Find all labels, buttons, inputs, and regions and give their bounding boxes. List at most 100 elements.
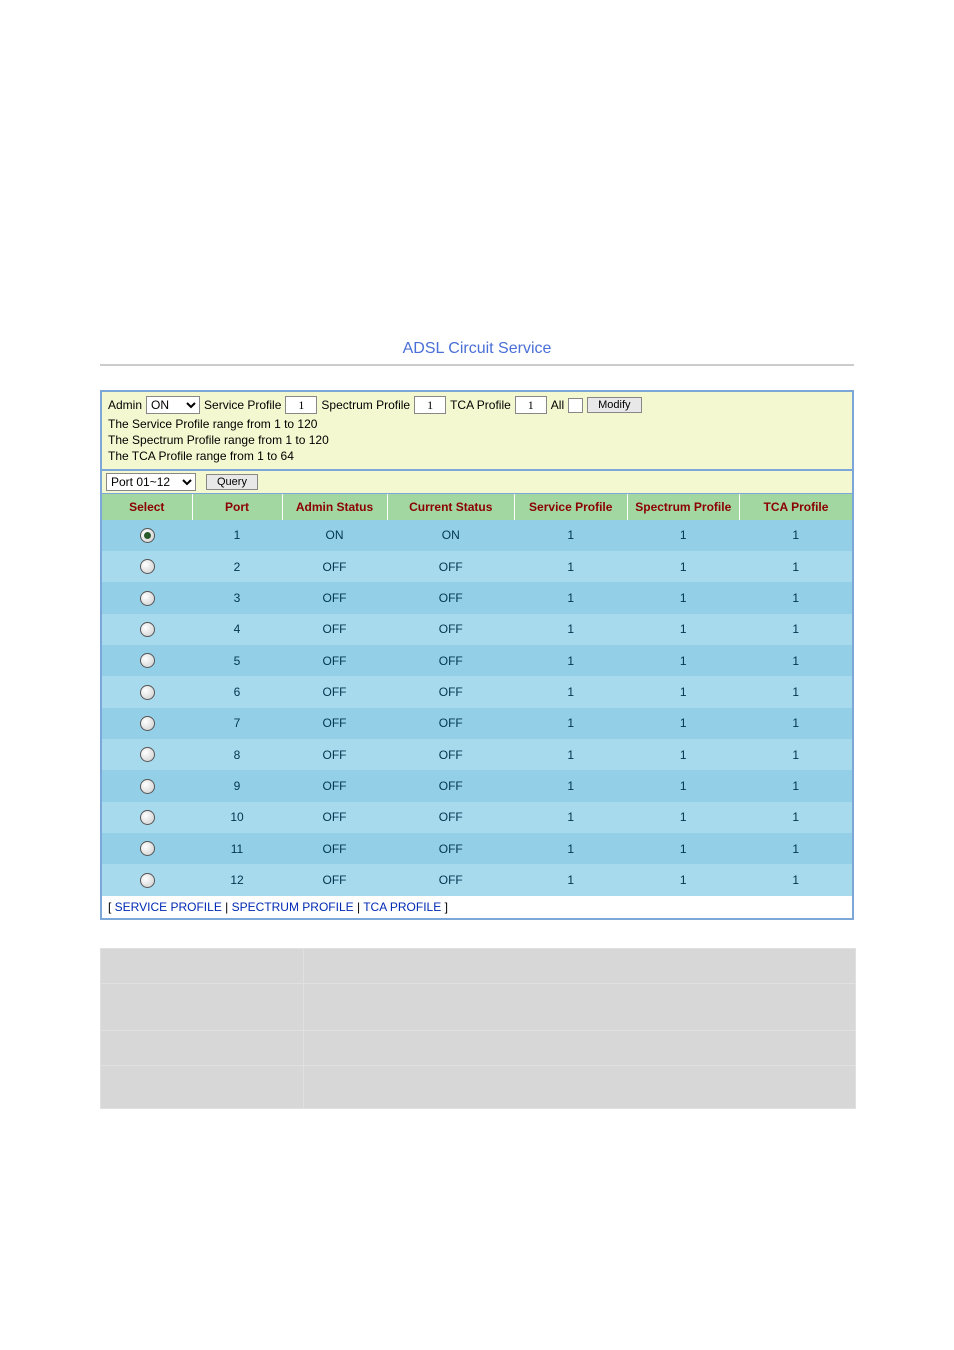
port-cell: 1: [192, 520, 282, 551]
table-header-row: Select Port Admin Status Current Status …: [102, 494, 852, 520]
col-spectrum: Spectrum Profile: [627, 494, 740, 520]
admin-cell: OFF: [282, 582, 387, 613]
port-cell: 12: [192, 864, 282, 895]
current-cell: OFF: [387, 802, 515, 833]
hint-service: The Service Profile range from 1 to 120: [108, 416, 846, 432]
col-select: Select: [102, 494, 192, 520]
service-profile-input[interactable]: [285, 396, 317, 414]
def-row-1: [101, 948, 856, 983]
tca-cell: 1: [740, 614, 853, 645]
tca-cell: 1: [740, 708, 853, 739]
admin-cell: OFF: [282, 770, 387, 801]
admin-cell: OFF: [282, 802, 387, 833]
query-button[interactable]: Query: [206, 474, 258, 490]
row-select-radio[interactable]: [140, 591, 155, 606]
row-select-radio[interactable]: [140, 716, 155, 731]
link-service-profile[interactable]: SERVICE PROFILE: [115, 900, 222, 914]
table-row: 5OFFOFF111: [102, 645, 852, 676]
admin-cell: ON: [282, 520, 387, 551]
table-row: 3OFFOFF111: [102, 582, 852, 613]
select-cell: [102, 520, 192, 551]
service-cell: 1: [515, 739, 628, 770]
table-row: 12OFFOFF111: [102, 864, 852, 895]
port-cell: 5: [192, 645, 282, 676]
circuit-table: Select Port Admin Status Current Status …: [102, 494, 852, 896]
footer-links: [ SERVICE PROFILE | SPECTRUM PROFILE | T…: [102, 896, 852, 918]
port-cell: 8: [192, 739, 282, 770]
tca-profile-input[interactable]: [515, 396, 547, 414]
title-divider: [100, 364, 854, 366]
spectrum-cell: 1: [627, 645, 740, 676]
bracket-close: ]: [441, 900, 448, 914]
select-cell: [102, 614, 192, 645]
service-cell: 1: [515, 833, 628, 864]
modify-button[interactable]: Modify: [587, 397, 641, 413]
spectrum-cell: 1: [627, 739, 740, 770]
service-cell: 1: [515, 645, 628, 676]
tca-cell: 1: [740, 520, 853, 551]
col-service: Service Profile: [515, 494, 628, 520]
port-cell: 6: [192, 676, 282, 707]
row-select-radio[interactable]: [140, 841, 155, 856]
def-row-2: [101, 983, 856, 1030]
service-cell: 1: [515, 708, 628, 739]
current-cell: OFF: [387, 833, 515, 864]
service-profile-label: Service Profile: [204, 398, 281, 412]
row-select-radio[interactable]: [140, 779, 155, 794]
link-spectrum-profile[interactable]: SPECTRUM PROFILE: [232, 900, 354, 914]
row-select-radio[interactable]: [140, 653, 155, 668]
filter-row: Admin ON Service Profile Spectrum Profil…: [102, 392, 852, 416]
service-cell: 1: [515, 551, 628, 582]
current-cell: OFF: [387, 770, 515, 801]
row-select-radio[interactable]: [140, 622, 155, 637]
row-select-radio[interactable]: [140, 528, 155, 543]
select-cell: [102, 582, 192, 613]
tca-cell: 1: [740, 582, 853, 613]
select-cell: [102, 864, 192, 895]
row-select-radio[interactable]: [140, 747, 155, 762]
tca-profile-label: TCA Profile: [450, 398, 511, 412]
select-cell: [102, 770, 192, 801]
service-cell: 1: [515, 676, 628, 707]
spectrum-profile-input[interactable]: [414, 396, 446, 414]
all-label: All: [551, 398, 564, 412]
admin-cell: OFF: [282, 645, 387, 676]
tca-cell: 1: [740, 551, 853, 582]
def-row-3: [101, 1030, 856, 1065]
current-cell: OFF: [387, 739, 515, 770]
admin-cell: OFF: [282, 739, 387, 770]
query-row: Port 01~12 Query: [102, 469, 852, 493]
tca-cell: 1: [740, 676, 853, 707]
spectrum-cell: 1: [627, 833, 740, 864]
col-tca: TCA Profile: [740, 494, 853, 520]
admin-select[interactable]: ON: [146, 396, 200, 414]
service-cell: 1: [515, 802, 628, 833]
row-select-radio[interactable]: [140, 559, 155, 574]
row-select-radio[interactable]: [140, 685, 155, 700]
sep2: |: [354, 900, 364, 914]
link-tca-profile[interactable]: TCA PROFILE: [363, 900, 441, 914]
admin-cell: OFF: [282, 864, 387, 895]
service-cell: 1: [515, 582, 628, 613]
admin-cell: OFF: [282, 676, 387, 707]
table-row: 9OFFOFF111: [102, 770, 852, 801]
admin-cell: OFF: [282, 551, 387, 582]
port-cell: 11: [192, 833, 282, 864]
port-cell: 10: [192, 802, 282, 833]
spectrum-cell: 1: [627, 708, 740, 739]
table-row: 10OFFOFF111: [102, 802, 852, 833]
all-checkbox[interactable]: [568, 398, 583, 413]
select-cell: [102, 676, 192, 707]
select-cell: [102, 802, 192, 833]
port-cell: 7: [192, 708, 282, 739]
row-select-radio[interactable]: [140, 810, 155, 825]
port-range-select[interactable]: Port 01~12: [106, 473, 196, 491]
spectrum-cell: 1: [627, 770, 740, 801]
row-select-radio[interactable]: [140, 873, 155, 888]
col-admin: Admin Status: [282, 494, 387, 520]
spectrum-cell: 1: [627, 614, 740, 645]
port-cell: 3: [192, 582, 282, 613]
table-row: 11OFFOFF111: [102, 833, 852, 864]
admin-cell: OFF: [282, 708, 387, 739]
select-cell: [102, 645, 192, 676]
